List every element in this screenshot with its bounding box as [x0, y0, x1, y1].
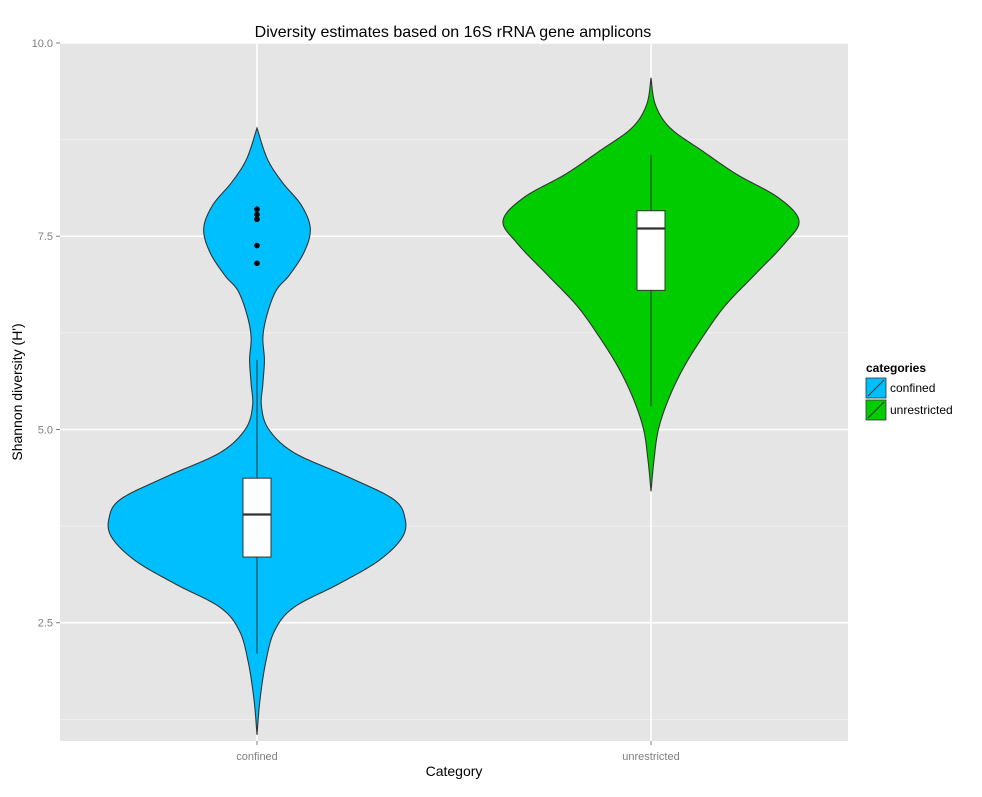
- chart-title: Diversity estimates based on 16S rRNA ge…: [255, 24, 652, 41]
- y-tick-label: 5.0: [38, 424, 53, 436]
- y-tick-label: 10.0: [32, 38, 53, 50]
- y-tick-label: 7.5: [38, 231, 53, 243]
- outlier-point: [254, 242, 260, 249]
- legend-label: confined: [890, 381, 935, 395]
- x-tick-label: unrestricted: [622, 751, 679, 763]
- x-axis-title: Category: [426, 763, 483, 779]
- x-tick-label: confined: [236, 751, 278, 763]
- box: [242, 477, 272, 558]
- y-axis-title: Shannon diversity (H'): [9, 323, 25, 460]
- outlier-point: [254, 216, 260, 223]
- legend: categories confined unrestricted: [865, 361, 953, 421]
- y-axis-ticks: 2.5 5.0 7.5 10.0: [32, 38, 60, 630]
- violins: [107, 77, 800, 735]
- violin-unrestricted: [502, 77, 800, 492]
- legend-title: categories: [866, 361, 926, 375]
- outlier-point: [254, 206, 260, 212]
- plot-panel: [60, 43, 848, 741]
- legend-key-unrestricted: [865, 399, 887, 421]
- legend-swatch-slash: [867, 401, 885, 419]
- legend-key-confined: [865, 377, 887, 399]
- box: [636, 210, 666, 291]
- y-tick-label: 2.5: [38, 618, 53, 630]
- x-axis-ticks: confined unrestricted: [236, 741, 680, 763]
- violin-confined: [107, 126, 407, 735]
- legend-swatch-slash: [867, 379, 885, 397]
- legend-label: unrestricted: [890, 403, 953, 417]
- outlier-point: [254, 211, 260, 218]
- outlier-point: [254, 260, 260, 267]
